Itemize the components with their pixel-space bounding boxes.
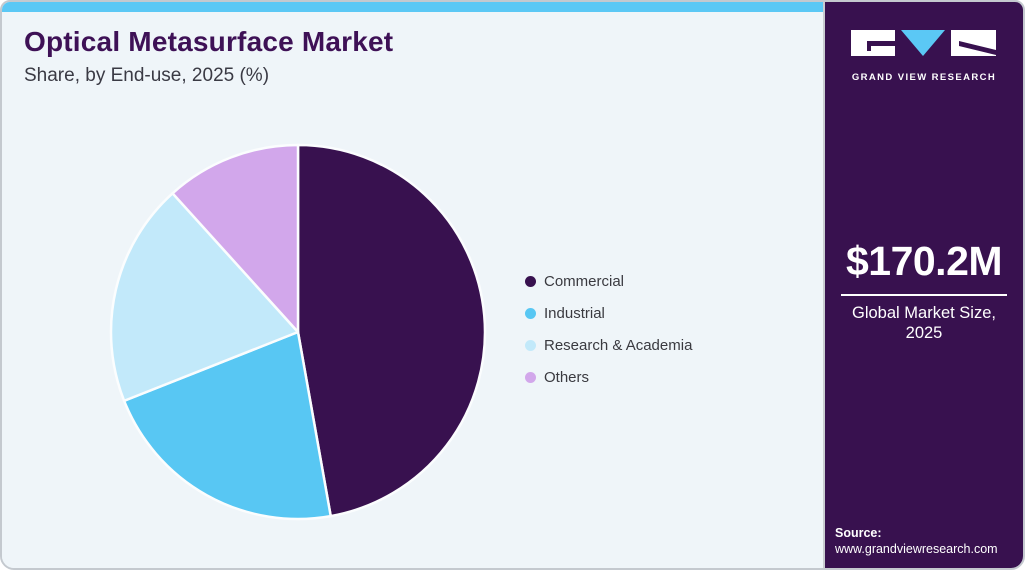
legend-label: Commercial [544, 273, 625, 290]
legend-item: Industrial [525, 304, 692, 323]
source-url: www.grandviewresearch.com [835, 542, 998, 556]
legend-item: Commercial [525, 272, 692, 291]
pie-slice-industrial [122, 330, 332, 521]
pie-svg [109, 143, 487, 521]
chart-title: Optical Metasurface Market [24, 26, 394, 57]
chart-subtitle: Share, by End-use, 2025 (%) [24, 65, 270, 86]
source-label: Source: [835, 526, 882, 540]
pie-chart [108, 142, 488, 522]
legend-item: Others [525, 368, 692, 387]
chart-panel: Optical Metasurface Market Share, by End… [2, 2, 825, 568]
market-size-label: Global Market Size, 2025 [852, 304, 996, 343]
legend-label: Others [544, 369, 590, 386]
market-size-block: $170.2M Global Market Size, 2025 [825, 238, 1023, 343]
legend-label: Industrial [544, 305, 605, 322]
brand-logo: GRAND VIEW RESEARCH [825, 29, 1023, 83]
accent-bar [2, 2, 823, 12]
source-block: Source: www.grandviewresearch.com [835, 526, 1017, 556]
gvr-logo-icon [851, 30, 996, 56]
legend: Commercial Industrial Research & Academi… [525, 272, 692, 387]
legend-label: Research & Academia [544, 337, 693, 354]
market-size-value: $170.2M [845, 238, 1003, 284]
legend-bullet-icon [525, 372, 536, 383]
legend-bullet-icon [525, 308, 536, 319]
legend-bullet-icon [525, 276, 536, 287]
logo-v-icon [901, 30, 945, 56]
pie-slice-research-academia [109, 192, 300, 403]
legend-item: Research & Academia [525, 336, 692, 355]
legend-bullet-icon [525, 340, 536, 351]
brand-name: GRAND VIEW RESEARCH [851, 72, 997, 83]
pie-slice-others [171, 143, 300, 334]
title-block: Optical Metasurface Market Share, by End… [24, 26, 393, 87]
divider [841, 294, 1007, 296]
sidebar: GRAND VIEW RESEARCH $170.2M Global Marke… [825, 2, 1023, 568]
pie-slice-commercial [296, 143, 487, 518]
